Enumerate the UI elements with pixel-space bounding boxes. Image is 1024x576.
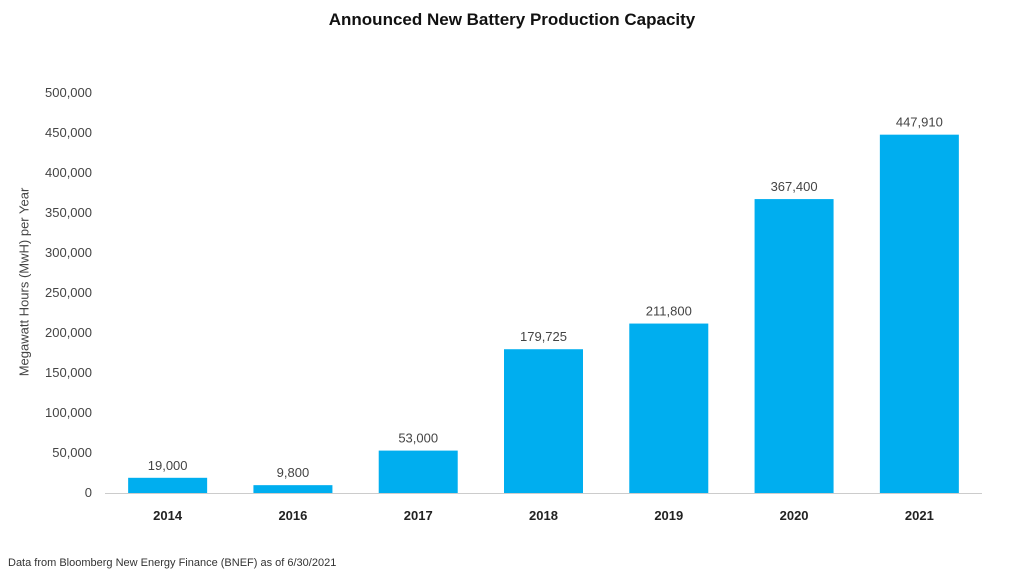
y-tick-label: 300,000 xyxy=(45,245,92,260)
bar-2021 xyxy=(879,134,959,493)
y-tick-label: 0 xyxy=(85,485,92,500)
x-tick-label: 2018 xyxy=(529,508,558,523)
y-tick-label: 350,000 xyxy=(45,205,92,220)
y-axis-ticks: 0 50,000 100,000 150,000 200,000 250,000 300,0… xyxy=(45,85,92,500)
footnote: Data from Bloomberg New Energy Finance (… xyxy=(8,557,337,569)
chart-title: Announced New Battery Production Capacit… xyxy=(328,10,696,29)
y-tick-label: 450,000 xyxy=(45,125,92,140)
value-label: 53,000 xyxy=(398,431,438,446)
value-label: 179,725 xyxy=(520,329,567,344)
bar-2017 xyxy=(378,450,458,493)
bar-2014 xyxy=(128,477,208,493)
bar-2020 xyxy=(754,199,834,493)
bar-2018 xyxy=(504,349,583,493)
x-tick-label: 2021 xyxy=(905,508,934,523)
value-label: 367,400 xyxy=(771,179,818,194)
y-tick-label: 50,000 xyxy=(52,445,92,460)
value-label: 447,910 xyxy=(896,115,943,130)
y-tick-label: 250,000 xyxy=(45,285,92,300)
x-axis-tick-labels: 2014 2016 2017 2018 2019 2020 2021 xyxy=(153,508,934,523)
y-tick-label: 500,000 xyxy=(45,85,92,100)
value-label: 19,000 xyxy=(148,458,188,473)
y-tick-label: 200,000 xyxy=(45,325,92,340)
value-label: 211,800 xyxy=(646,304,692,319)
value-labels: 19,000 9,800 53,000 179,725 211,800 367,400 44… xyxy=(148,115,943,480)
x-tick-label: 2017 xyxy=(404,508,433,523)
bar-2019 xyxy=(629,323,709,493)
value-label: 9,800 xyxy=(277,465,310,480)
bars xyxy=(128,134,959,493)
x-tick-label: 2016 xyxy=(278,508,307,523)
y-tick-label: 400,000 xyxy=(45,165,92,180)
y-tick-label: 100,000 xyxy=(45,405,92,420)
y-tick-label: 150,000 xyxy=(45,365,92,380)
bar-2016 xyxy=(253,485,333,493)
x-tick-label: 2019 xyxy=(654,508,683,523)
x-tick-label: 2014 xyxy=(153,508,183,523)
x-tick-label: 2020 xyxy=(780,508,809,523)
